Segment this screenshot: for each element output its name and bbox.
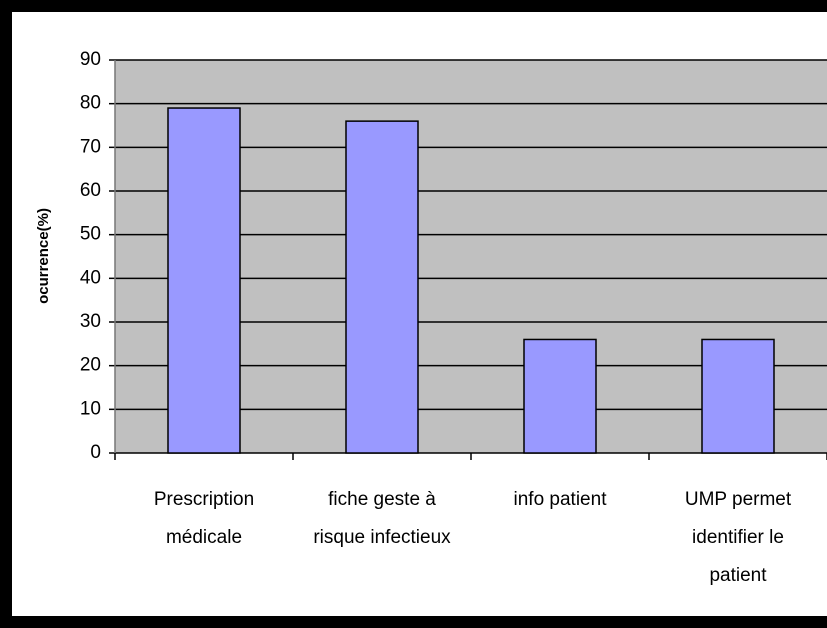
y-tick-label: 10: [80, 398, 101, 419]
y-tick-label: 60: [80, 180, 101, 201]
bar: [701, 338, 775, 454]
x-tick-label: fiche geste à: [328, 489, 436, 510]
y-tick-label: 90: [80, 49, 101, 70]
y-tick-label: 50: [80, 224, 101, 245]
x-tick-label: UMP permet: [685, 489, 792, 510]
bar: [345, 120, 419, 454]
y-tick-label: 80: [80, 93, 101, 114]
y-tick-label: 70: [80, 136, 101, 157]
y-tick-label: 30: [80, 311, 101, 332]
y-axis-label: ocurrence(%): [35, 208, 52, 304]
x-tick-label: Prescription: [154, 489, 254, 510]
x-tick-label: médicale: [166, 527, 242, 548]
x-tick-label: identifier le: [692, 527, 784, 548]
y-tick-label: 20: [80, 355, 101, 376]
bar: [523, 338, 597, 454]
y-tick-label: 40: [80, 267, 101, 288]
y-tick-label: 0: [90, 442, 101, 463]
x-tick-label: risque infectieux: [313, 527, 451, 548]
x-tick-label: patient: [709, 565, 767, 586]
x-tick-label: info patient: [514, 489, 608, 510]
bar: [167, 107, 241, 454]
